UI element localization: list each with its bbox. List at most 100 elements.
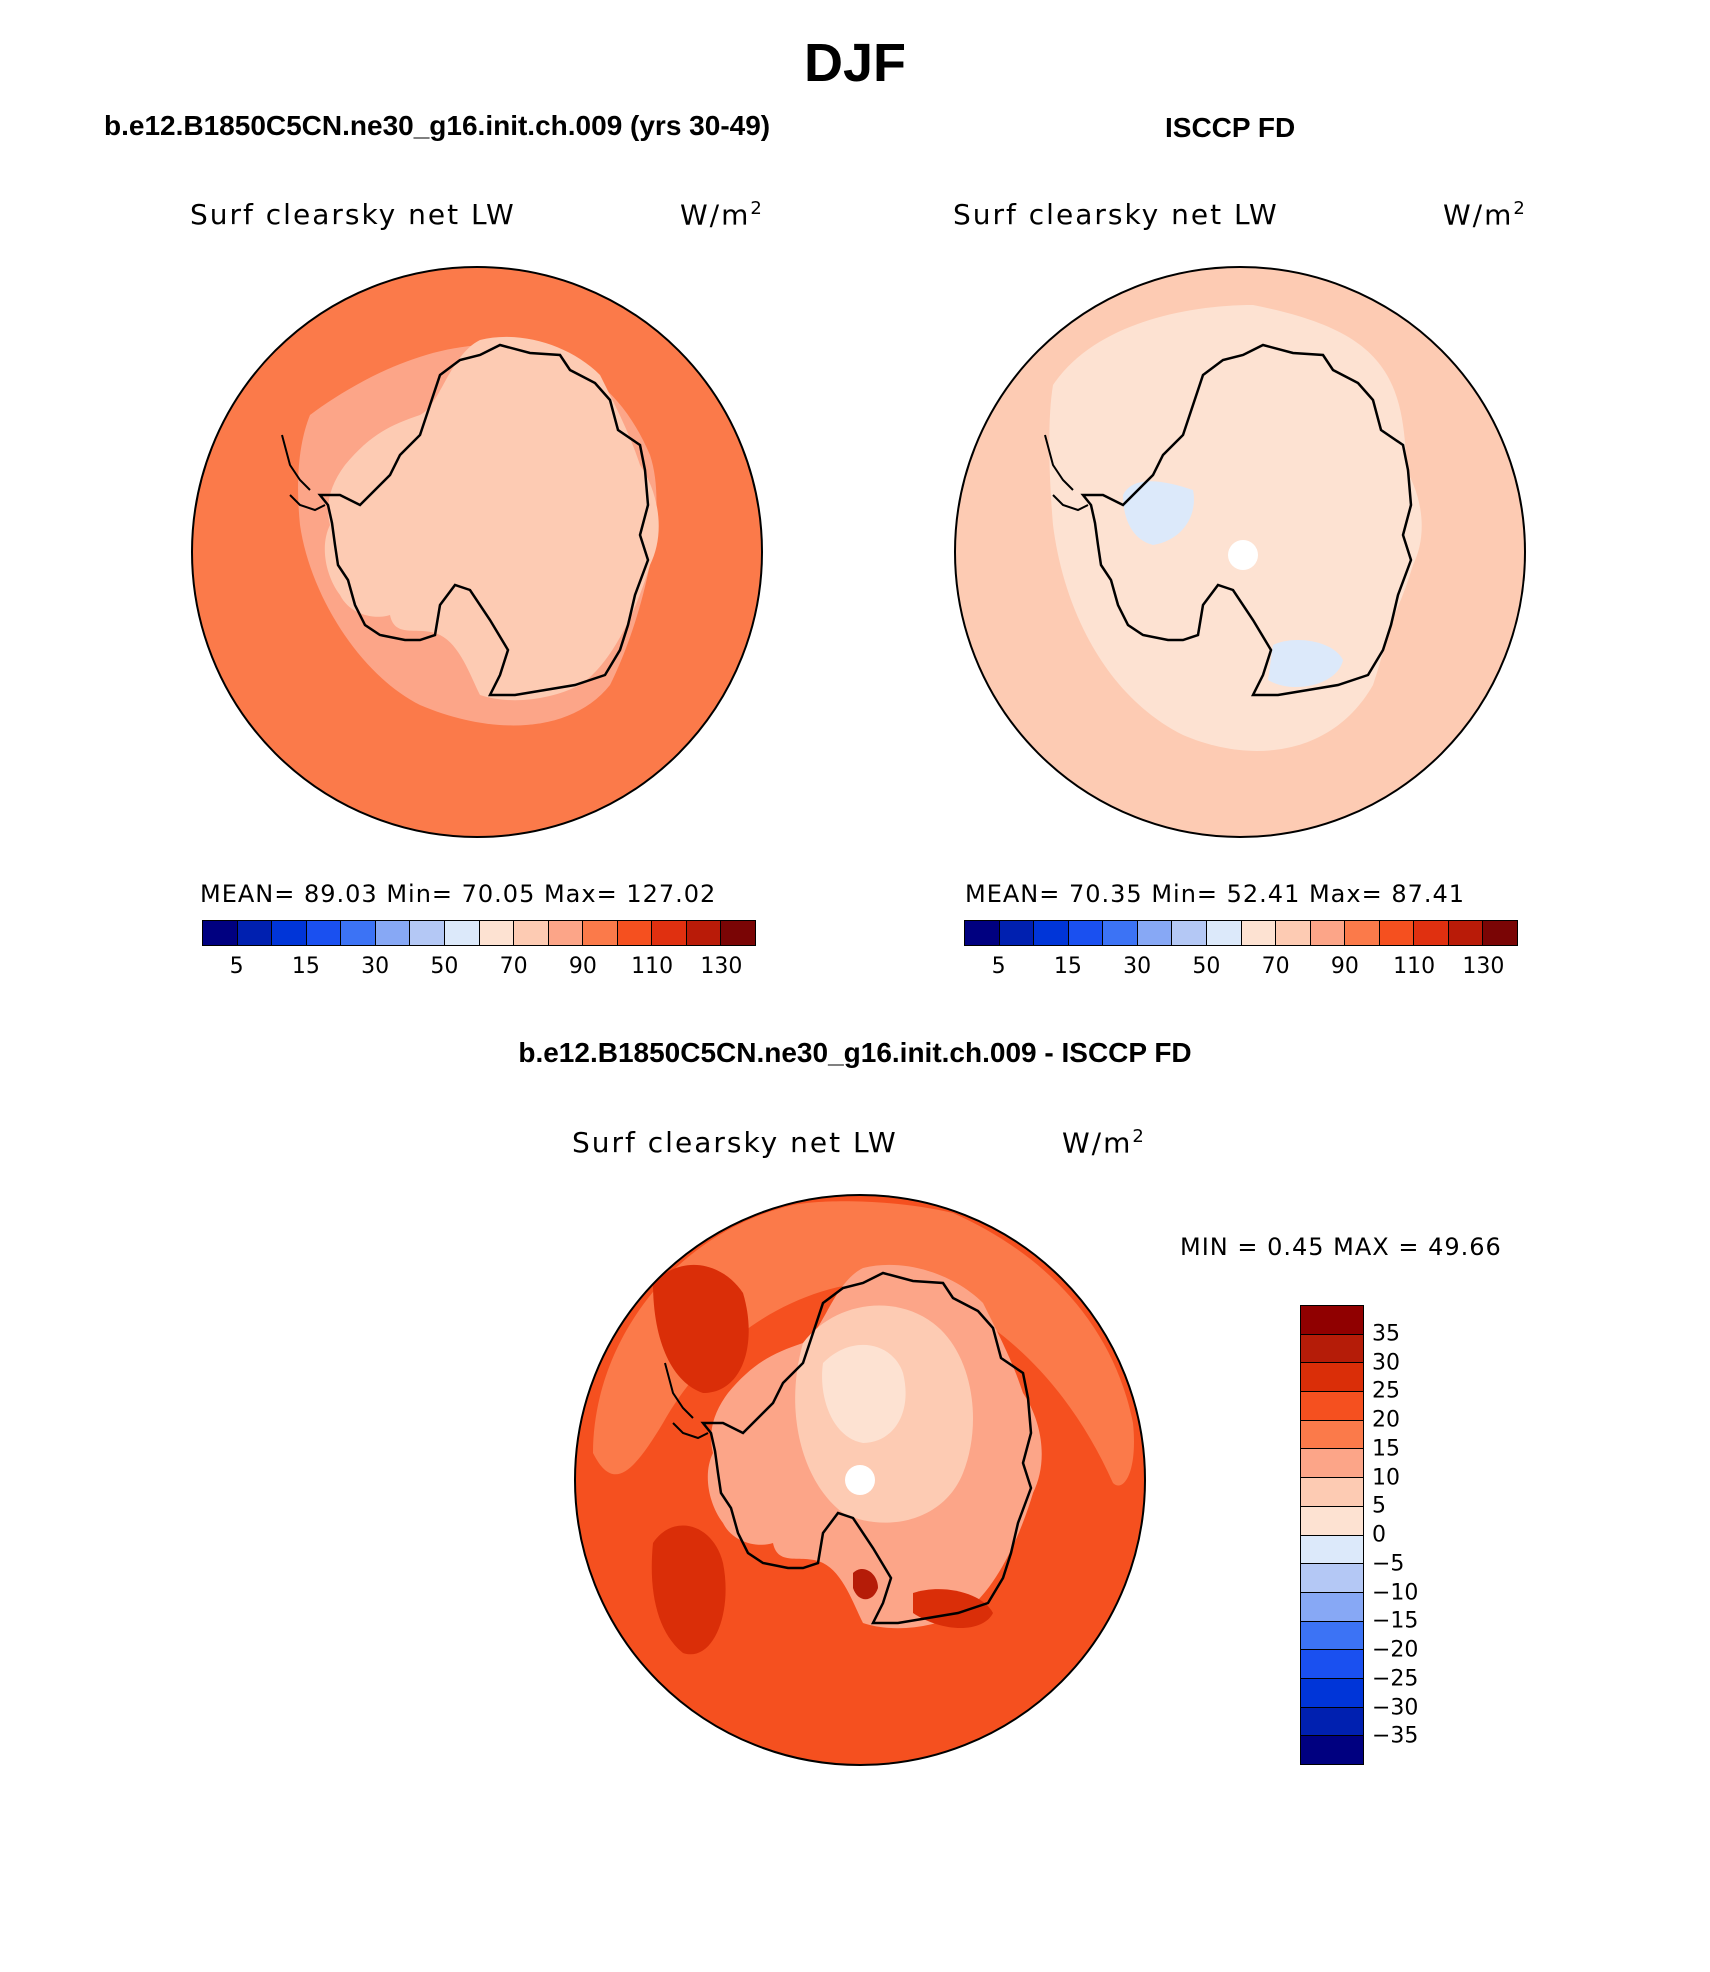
colorbar-swatch	[410, 921, 445, 945]
colorbar-swatch	[1172, 921, 1207, 945]
colorbar-label: −25	[1372, 1666, 1419, 1692]
colorbar-label: 130	[1462, 954, 1505, 979]
model-colorbar-labels: 5 15 30 50 70 90 110 130	[202, 954, 756, 984]
colorbar-swatch	[1276, 921, 1311, 945]
colorbar-swatch	[1301, 1592, 1363, 1622]
colorbar-label: 15	[291, 954, 320, 979]
diff-dark-patch-southwest	[651, 1525, 726, 1655]
colorbar-label: 25	[1372, 1378, 1400, 1404]
colorbar-label: 30	[1123, 954, 1152, 979]
diff-polar-map	[574, 1194, 1146, 1766]
diff-colorbar-labels: 35 30 25 20 15 10 5 0 −5 −10 −15 −20 −25 −30 −35	[1372, 1305, 1452, 1765]
model-map-border	[191, 266, 763, 838]
colorbar-swatch	[341, 921, 376, 945]
colorbar-label: 30	[1372, 1350, 1400, 1375]
diff-pole-hole	[845, 1465, 875, 1495]
colorbar-swatch	[1414, 921, 1449, 945]
colorbar-swatch	[1448, 921, 1484, 945]
figure-title: DJF	[803, 33, 906, 93]
colorbar-swatch	[1301, 1621, 1363, 1651]
obs-blue-patch-west	[1123, 481, 1194, 545]
obs-panel-title: ISCCP FD	[1165, 112, 1296, 143]
model-panel-title: b.e12.B1850C5CN.ne30_g16.init.ch.009 (yr…	[104, 110, 771, 141]
colorbar-swatch	[652, 921, 687, 945]
colorbar-swatch	[203, 921, 238, 945]
diff-colorbar-swatches	[1300, 1305, 1364, 1765]
colorbar-label: −10	[1372, 1580, 1419, 1605]
colorbar-swatch	[1301, 1736, 1363, 1764]
obs-polar-map	[954, 266, 1526, 838]
colorbar-swatch	[686, 921, 722, 945]
model-colorbar-swatches	[202, 920, 756, 946]
obs-colorbar-labels: 5 15 30 50 70 90 110 130	[964, 954, 1518, 984]
colorbar-swatch	[1301, 1306, 1363, 1335]
obs-map-border	[954, 266, 1526, 838]
colorbar-label: 70	[499, 954, 528, 979]
colorbar-swatch	[1483, 921, 1517, 945]
colorbar-swatch	[1379, 921, 1415, 945]
colorbar-swatch	[1301, 1363, 1363, 1393]
colorbar-label: 90	[1330, 954, 1359, 979]
colorbar-swatch	[999, 921, 1035, 945]
colorbar-swatch	[237, 921, 273, 945]
colorbar-swatch	[1301, 1449, 1363, 1479]
colorbar-swatch	[479, 921, 515, 945]
obs-colorbar-swatches	[964, 920, 1518, 946]
colorbar-swatch	[1301, 1564, 1363, 1593]
colorbar-label: 5	[1372, 1493, 1386, 1519]
model-antarctica-land	[324, 336, 659, 701]
colorbar-swatch	[1301, 1506, 1363, 1536]
diff-dark-patch-west	[653, 1264, 749, 1393]
obs-units-label: W/m2	[1443, 198, 1527, 232]
obs-pole-hole	[1228, 540, 1258, 570]
colorbar-label: 50	[430, 954, 459, 979]
colorbar-swatch	[1301, 1678, 1363, 1708]
diff-units-label: W/m2	[1062, 1126, 1146, 1160]
obs-peninsula	[1044, 434, 1089, 512]
diff-coastline	[700, 1271, 1033, 1625]
model-polar-map	[191, 266, 763, 838]
colorbar-label: 110	[631, 954, 674, 979]
colorbar-swatch	[1103, 921, 1138, 945]
colorbar-swatch	[1301, 1392, 1363, 1421]
diff-outer-light-band	[593, 1201, 1134, 1486]
colorbar-swatch	[1345, 921, 1380, 945]
colorbar-swatch	[1301, 1650, 1363, 1679]
colorbar-label: 30	[361, 954, 390, 979]
colorbar-swatch	[1241, 921, 1277, 945]
colorbar-swatch	[583, 921, 618, 945]
colorbar-swatch	[444, 921, 480, 945]
colorbar-swatch	[1034, 921, 1069, 945]
diff-dark-patch-ross	[853, 1568, 878, 1600]
diff-panel-title: b.e12.B1850C5CN.ne30_g16.init.ch.009 - I…	[518, 1037, 1192, 1068]
colorbar-label: 15	[1053, 954, 1082, 979]
colorbar-label: −30	[1372, 1695, 1419, 1720]
colorbar-label: 90	[568, 954, 597, 979]
diff-interior-lightest	[822, 1344, 906, 1443]
colorbar-swatch	[548, 921, 584, 945]
colorbar-label: 110	[1393, 954, 1436, 979]
model-colorbar: 5 15 30 50 70 90 110 130	[202, 920, 756, 979]
diff-map-border	[574, 1194, 1146, 1766]
model-variable-label: Surf clearsky net LW	[190, 198, 516, 231]
obs-blue-patch-south	[1268, 640, 1343, 688]
colorbar-label: 35	[1372, 1321, 1400, 1347]
colorbar-label: −5	[1372, 1551, 1405, 1577]
colorbar-swatch	[721, 921, 755, 945]
colorbar-label: 5	[991, 954, 1006, 979]
colorbar-label: 10	[1372, 1465, 1400, 1490]
colorbar-label: −20	[1372, 1637, 1419, 1663]
colorbar-swatch	[617, 921, 653, 945]
obs-antarctica-land	[1087, 336, 1422, 701]
model-coastline	[317, 343, 650, 697]
model-peninsula	[281, 434, 326, 512]
colorbar-swatch	[306, 921, 342, 945]
obs-coastline	[1080, 343, 1413, 697]
colorbar-swatch	[1301, 1334, 1363, 1364]
diff-colorbar: 35 30 25 20 15 10 5 0 −5 −10 −15 −20 −25 −30 −35	[1300, 1305, 1460, 1765]
colorbar-swatch	[1206, 921, 1242, 945]
model-stats: MEAN= 89.03 Min= 70.05 Max= 127.02	[200, 880, 717, 908]
colorbar-label: 5	[229, 954, 244, 979]
model-units-label: W/m2	[680, 198, 764, 232]
colorbar-label: 20	[1372, 1407, 1400, 1433]
